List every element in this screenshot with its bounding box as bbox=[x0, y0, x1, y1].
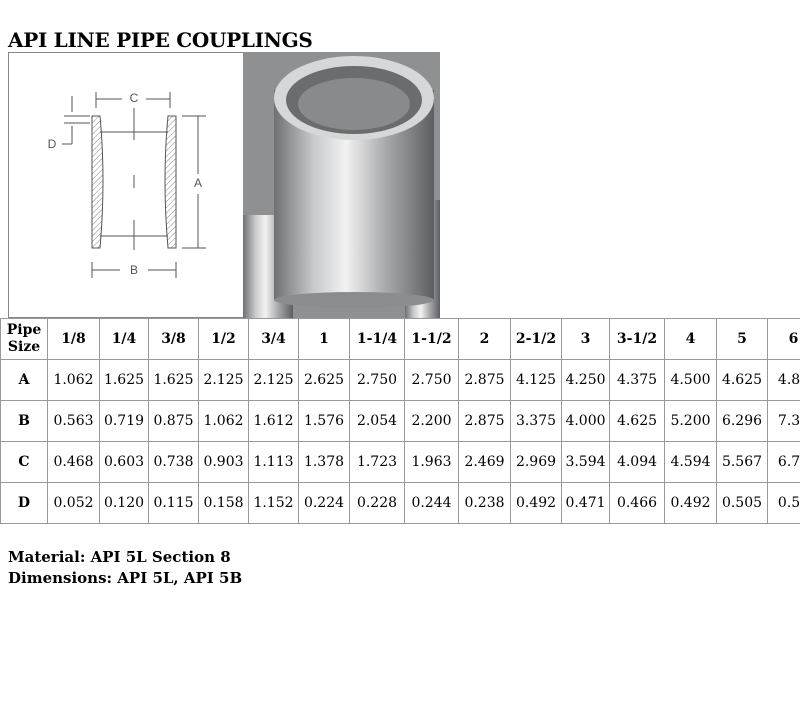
cell: 1.152 bbox=[248, 482, 299, 524]
cell: 1.113 bbox=[248, 441, 299, 483]
diagram-frame bbox=[8, 52, 244, 318]
table-row: B 0.563 0.719 0.875 1.062 1.612 1.576 2.054 2.20… bbox=[0, 400, 800, 442]
cell: 0.492 bbox=[664, 482, 717, 524]
cell: 1.378 bbox=[298, 441, 350, 483]
cell: 3.594 bbox=[561, 441, 610, 483]
cell: 0.492 bbox=[510, 482, 562, 524]
cell: 0.466 bbox=[609, 482, 665, 524]
cell: 4.094 bbox=[609, 441, 665, 483]
row-header: C bbox=[0, 441, 48, 483]
row-header: D bbox=[0, 482, 48, 524]
column-header: 3/8 bbox=[148, 318, 199, 360]
cell: 1.576 bbox=[298, 400, 350, 442]
cell: 0.115 bbox=[148, 482, 199, 524]
diagram-label: A bbox=[194, 176, 202, 190]
cell: 4.375 bbox=[609, 359, 665, 401]
cell: 0.468 bbox=[47, 441, 100, 483]
cell: 0.158 bbox=[198, 482, 249, 524]
column-header: Pipe Size bbox=[0, 318, 48, 360]
cell: 2.875 bbox=[458, 359, 511, 401]
dimension-table: Pipe Size 1/8 1/4 3/8 1/2 3/4 1 1-1/4 1-1/2 2 2-1/… bbox=[0, 318, 800, 524]
coupling-photo bbox=[243, 52, 440, 318]
cell: 0.471 bbox=[561, 482, 610, 524]
column-header: 5 bbox=[716, 318, 768, 360]
cell: 4.625 bbox=[609, 400, 665, 442]
cell: 1.963 bbox=[404, 441, 459, 483]
page-title: API LINE PIPE COUPLINGS bbox=[8, 28, 313, 52]
cell: 0.224 bbox=[298, 482, 350, 524]
column-header: 2 bbox=[458, 318, 511, 360]
cell: 0.120 bbox=[99, 482, 149, 524]
cell: 1.062 bbox=[198, 400, 249, 442]
footer-line: Material: API 5L Section 8 bbox=[8, 548, 231, 566]
cell: 2.125 bbox=[198, 359, 249, 401]
cell: 0.505 bbox=[716, 482, 768, 524]
cell: 4.125 bbox=[510, 359, 562, 401]
cell: 1.625 bbox=[148, 359, 199, 401]
diagram-label: C bbox=[130, 91, 139, 105]
cell: 0.238 bbox=[458, 482, 511, 524]
cell: 2.054 bbox=[349, 400, 405, 442]
cell: 4.87 bbox=[767, 359, 800, 401]
cell: 2.469 bbox=[458, 441, 511, 483]
cell: 2.625 bbox=[298, 359, 350, 401]
cell: 6.71 bbox=[767, 441, 800, 483]
cell: 2.750 bbox=[404, 359, 459, 401]
cell: 0.244 bbox=[404, 482, 459, 524]
diagram-label: D bbox=[48, 137, 57, 151]
column-header: 1 bbox=[298, 318, 350, 360]
cell: 0.58 bbox=[767, 482, 800, 524]
cell: 2.875 bbox=[458, 400, 511, 442]
cell: 2.750 bbox=[349, 359, 405, 401]
cell: 0.228 bbox=[349, 482, 405, 524]
column-header: 1/4 bbox=[99, 318, 149, 360]
cell: 0.738 bbox=[148, 441, 199, 483]
cell: 4.250 bbox=[561, 359, 610, 401]
cell: 0.875 bbox=[148, 400, 199, 442]
column-header: 4 bbox=[664, 318, 717, 360]
cell: 4.594 bbox=[664, 441, 717, 483]
figures: C D A B bbox=[8, 52, 440, 318]
cell: 6.296 bbox=[716, 400, 768, 442]
cell: 1.062 bbox=[47, 359, 100, 401]
column-header: 2-1/2 bbox=[510, 318, 562, 360]
cell: 5.200 bbox=[664, 400, 717, 442]
cell: 0.563 bbox=[47, 400, 100, 442]
cell: 2.200 bbox=[404, 400, 459, 442]
coupling-drawing bbox=[62, 92, 206, 278]
cell: 2.969 bbox=[510, 441, 562, 483]
footer-line: Dimensions: API 5L, API 5B bbox=[8, 569, 243, 587]
column-header: 1/2 bbox=[198, 318, 249, 360]
cell: 0.903 bbox=[198, 441, 249, 483]
cell: 5.567 bbox=[716, 441, 768, 483]
diagram-label: B bbox=[130, 263, 138, 277]
cell: 2.125 bbox=[248, 359, 299, 401]
cell: 4.625 bbox=[716, 359, 768, 401]
cell: 4.000 bbox=[561, 400, 610, 442]
column-header: 1-1/4 bbox=[349, 318, 405, 360]
column-header: 6 bbox=[767, 318, 800, 360]
row-header: B bbox=[0, 400, 48, 442]
cell: 1.723 bbox=[349, 441, 405, 483]
column-header: 3/4 bbox=[248, 318, 299, 360]
row-header: A bbox=[0, 359, 48, 401]
cell: 0.719 bbox=[99, 400, 149, 442]
column-header: 3-1/2 bbox=[609, 318, 665, 360]
table-row: A 1.062 1.625 1.625 2.125 2.125 2.625 2.750 2.75… bbox=[0, 359, 800, 401]
footer: Material: API 5L Section 8 Dimensions: AP… bbox=[8, 547, 242, 589]
cell: 0.603 bbox=[99, 441, 149, 483]
cell: 1.625 bbox=[99, 359, 149, 401]
column-header: 1-1/2 bbox=[404, 318, 459, 360]
table-row: C 0.468 0.603 0.738 0.903 1.113 1.378 1.723 1.96… bbox=[0, 441, 800, 483]
column-header: 1/8 bbox=[47, 318, 100, 360]
cell: 7.39 bbox=[767, 400, 800, 442]
cell: 1.612 bbox=[248, 400, 299, 442]
column-header: 3 bbox=[561, 318, 610, 360]
cell: 3.375 bbox=[510, 400, 562, 442]
cell: 4.500 bbox=[664, 359, 717, 401]
cell: 0.052 bbox=[47, 482, 100, 524]
table-row: D 0.052 0.120 0.115 0.158 1.152 0.224 0.228 0.24… bbox=[0, 482, 800, 524]
header-row: Pipe Size 1/8 1/4 3/8 1/2 3/4 1 1-1/4 1-1/2 2 2-1/… bbox=[0, 318, 800, 360]
